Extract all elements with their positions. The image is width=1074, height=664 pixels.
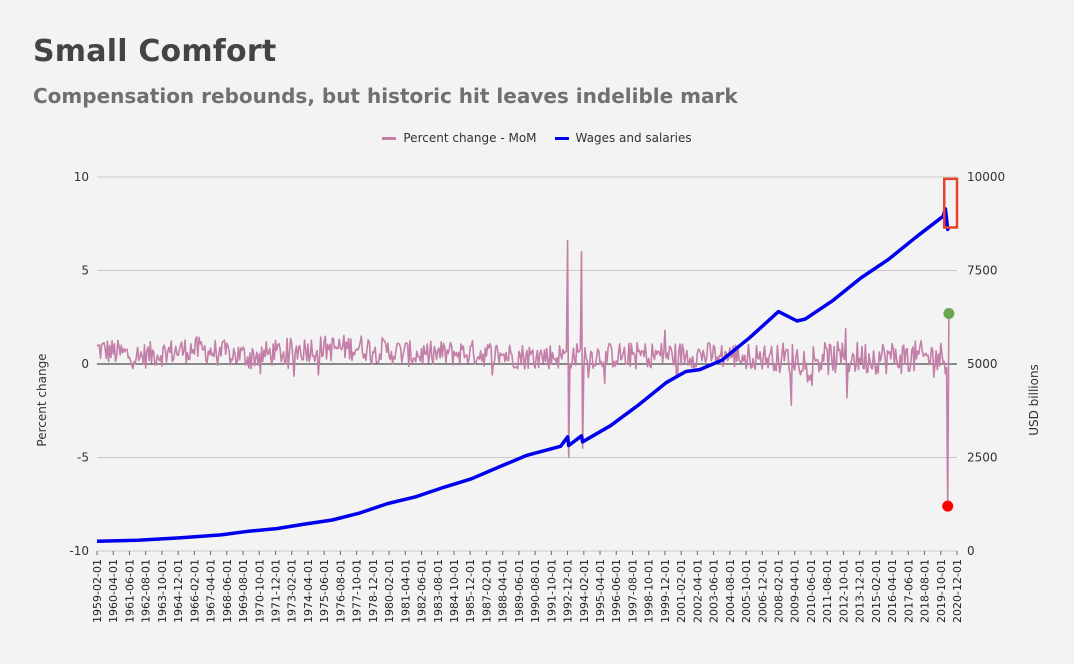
- x-tick-label: 1971-12-01: [269, 559, 282, 623]
- x-tick-label: 1997-08-01: [626, 559, 639, 623]
- legend-swatch-mom: [382, 136, 397, 140]
- x-tick-label: 1960-04-01: [107, 559, 120, 623]
- x-tick-label: 1999-12-01: [659, 559, 672, 623]
- x-tick-label: 1962-08-01: [140, 559, 153, 623]
- x-tick-label: 2004-08-01: [724, 559, 737, 623]
- x-tick-label: 1963-10-01: [156, 559, 169, 623]
- right-tick-label: 2500: [967, 451, 998, 465]
- series-mom-group: [96, 239, 950, 507]
- legend-label-mom: Percent change - MoM: [403, 131, 537, 145]
- x-tick-label: 2003-06-01: [708, 559, 721, 623]
- x-tick-label: 2005-10-01: [740, 559, 753, 623]
- x-tick-label: 2020-12-01: [951, 559, 964, 623]
- left-tick-label: 10: [74, 170, 89, 184]
- left-axis-label: Percent change: [35, 353, 49, 446]
- x-tick-label: 1984-10-01: [448, 559, 461, 623]
- x-tick-label: 1987-02-01: [480, 559, 493, 623]
- right-tick-label: 7500: [967, 264, 998, 278]
- left-tick-label: 0: [81, 357, 89, 371]
- x-tick-label: 2013-12-01: [854, 559, 867, 623]
- x-tick-label: 1992-12-01: [562, 559, 575, 623]
- x-tick-label: 1995-04-01: [594, 559, 607, 623]
- legend-item-mom[interactable]: Percent change - MoM: [382, 131, 537, 145]
- legend-label-wages: Wages and salaries: [575, 131, 692, 145]
- x-tick-label: 2006-12-01: [756, 559, 769, 623]
- x-tick-label: 1975-06-01: [318, 559, 331, 623]
- x-tick-label: 1977-10-01: [351, 559, 364, 623]
- x-tick-label: 1988-04-01: [497, 559, 510, 623]
- x-tick-label: 1991-10-01: [545, 559, 558, 623]
- highlight-box: [943, 177, 959, 229]
- series-wages-group: [96, 207, 951, 544]
- x-tick-label: 2011-08-01: [821, 559, 834, 623]
- left-tick-label: 5: [81, 264, 89, 278]
- x-tick-label: 1973-02-01: [286, 559, 299, 623]
- left-tick-label: -10: [69, 544, 89, 558]
- x-tick-label: 2015-02-01: [870, 559, 883, 623]
- x-tick-label: 1959-02-01: [91, 559, 104, 623]
- left-tick-label: -5: [77, 451, 89, 465]
- x-tick-label: 1980-02-01: [383, 559, 396, 623]
- x-tick-label: 1981-04-01: [399, 559, 412, 623]
- x-axis-ticks: 1959-02-01 1960-04-01 1961-06-01 1962-08-01…: [91, 551, 964, 623]
- x-tick-label: 1964-12-01: [172, 559, 185, 623]
- x-tick-label: 2018-08-01: [919, 559, 932, 623]
- x-tick-label: 1969-08-01: [237, 559, 250, 623]
- right-tick-label: 5000: [967, 357, 998, 371]
- right-tick-label: 10000: [967, 170, 1005, 184]
- chart-title: Small Comfort: [33, 34, 277, 69]
- legend-item-wages[interactable]: Wages and salaries: [554, 131, 692, 145]
- x-tick-label: 1978-12-01: [367, 559, 380, 623]
- x-tick-label: 2001-02-01: [675, 559, 688, 623]
- right-axis-label: USD billions: [1027, 364, 1041, 436]
- chart-subtitle: Compensation rebounds, but historic hit …: [33, 84, 738, 108]
- right-axis-ticks: 0 2500 5000 7500 10000: [967, 170, 1005, 558]
- x-tick-label: 1970-10-01: [253, 559, 266, 623]
- x-tick-label: 2010-06-01: [805, 559, 818, 623]
- left-axis-ticks: -10 -5 0 5 10: [69, 170, 89, 558]
- x-tick-label: 1967-04-01: [205, 559, 218, 623]
- series-wages-line: [96, 207, 951, 544]
- chart-legend: Percent change - MoM Wages and salaries: [0, 131, 1074, 145]
- x-tick-label: 1989-06-01: [513, 559, 526, 623]
- x-tick-label: 1968-06-01: [221, 559, 234, 623]
- right-tick-label: 0: [967, 544, 975, 558]
- x-tick-label: 1998-10-01: [643, 559, 656, 623]
- x-tick-label: 1974-04-01: [302, 559, 315, 623]
- high-point-marker: [943, 308, 955, 320]
- x-tick-label: 2002-04-01: [691, 559, 704, 623]
- x-tick-label: 1966-02-01: [188, 559, 201, 623]
- gridlines: [97, 176, 957, 552]
- x-tick-label: 2016-04-01: [886, 559, 899, 623]
- x-tick-label: 1994-02-01: [578, 559, 591, 623]
- x-tick-label: 1990-08-01: [529, 559, 542, 623]
- x-tick-label: 2012-10-01: [837, 559, 850, 623]
- x-tick-label: 2017-06-01: [902, 559, 915, 623]
- x-tick-label: 1983-08-01: [432, 559, 445, 623]
- x-tick-label: 2019-10-01: [935, 559, 948, 623]
- low-point-marker: [942, 500, 954, 512]
- x-tick-label: 1996-06-01: [610, 559, 623, 623]
- series-mom-line: [96, 239, 950, 507]
- x-tick-label: 1976-08-01: [334, 559, 347, 623]
- x-tick-label: 2008-02-01: [773, 559, 786, 623]
- x-tick-label: 1982-06-01: [416, 559, 429, 623]
- x-tick-label: 1985-12-01: [464, 559, 477, 623]
- x-tick-label: 2009-04-01: [789, 559, 802, 623]
- x-tick-label: 1961-06-01: [123, 559, 136, 623]
- legend-swatch-wages: [554, 136, 569, 140]
- annotations-group: [942, 177, 959, 512]
